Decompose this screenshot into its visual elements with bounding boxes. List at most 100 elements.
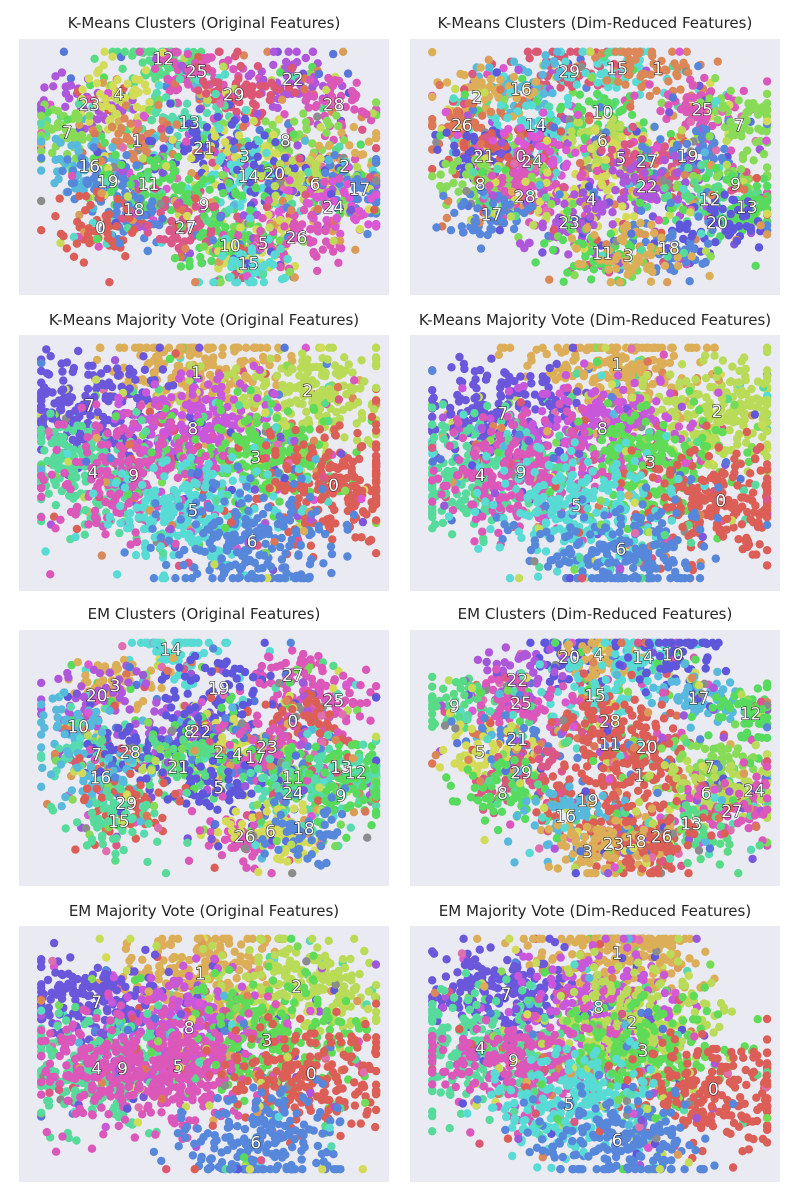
scatter-point [247,91,256,100]
scatter-point [541,59,551,68]
scatter-point [726,146,736,155]
scatter-point [156,199,165,209]
scatter-point [236,61,245,71]
scatter-point [259,356,268,365]
scatter-point [283,399,292,409]
scatter-point [646,277,656,286]
scatter-point [196,253,205,262]
cluster-label: 4 [113,85,124,105]
scatter-point [650,122,659,131]
scatter-point [143,246,152,255]
cluster-label: 14 [238,167,260,187]
cluster-label: 17 [481,206,503,226]
scatter-point [600,162,610,171]
scatter-point [593,78,602,87]
scatter-point [428,114,437,124]
scatter-point [276,159,285,169]
scatter-point [152,155,162,164]
scatter-point [57,386,66,395]
scatter-point [347,86,357,96]
scatter-point [637,70,647,79]
scatter-point [656,135,665,144]
scatter-point [712,164,721,173]
scatter-point [481,154,491,163]
scatter-point [49,82,58,91]
scatter-point [562,214,572,224]
scatter-point [299,109,308,118]
scatter-point [262,202,272,212]
scatter-point [722,160,731,170]
scatter-point [264,235,273,244]
scatter-point [120,47,130,56]
scatter-point [353,175,362,184]
scatter-point [111,150,120,160]
scatter-point [637,206,646,215]
scatter-point [591,126,600,135]
scatter-point [167,373,176,383]
scatter-point [265,360,274,370]
scatter-point [66,74,76,83]
scatter-point [67,393,77,402]
scatter-point [693,184,702,193]
scatter-point [253,109,262,119]
scatter-point [349,122,358,132]
scatter-point [251,343,261,352]
scatter-point [93,68,102,78]
scatter-point [57,68,67,77]
scatter-point [154,101,163,110]
scatter-point [198,205,207,214]
cluster-label: 3 [239,147,250,167]
scatter-point [328,81,338,91]
scatter-point [120,114,129,123]
scatter-point [313,112,322,121]
scatter-point [614,77,623,86]
scatter-point [183,49,193,59]
scatter-point [756,221,765,230]
scatter-point [366,116,376,125]
scatter-point [112,201,122,210]
scatter-point [37,105,46,115]
cluster-label: 4 [586,190,597,210]
scatter-point [547,158,556,167]
scatter-point [220,137,230,147]
scatter-point [591,53,600,62]
scatter-point [269,47,278,56]
scatter-point [247,276,256,285]
scatter-point [85,117,94,126]
scatter-point [637,82,646,92]
scatter-point [686,147,695,156]
scatter-point [126,180,135,189]
scatter-point [77,221,86,230]
scatter-point [202,123,212,132]
scatter-point [475,229,485,239]
scatter-point [620,193,629,203]
scatter-point [539,89,549,98]
scatter-point [640,168,649,177]
scatter-point [689,245,698,254]
scatter-point [313,227,323,236]
scatter-point [428,164,437,174]
scatter-point [541,193,551,202]
scatter-point [173,361,182,371]
scatter-point [318,245,327,254]
scatter-point [524,68,533,77]
scatter-point [289,130,298,139]
scatter-point [48,388,57,397]
scatter-point [67,178,77,188]
scatter-point [351,184,360,193]
scatter-point [567,234,577,243]
cluster-label: 15 [606,60,628,80]
scatter-point [122,205,131,214]
scatter-point [195,105,204,114]
scatter-point [710,138,719,148]
scatter-point [121,101,131,110]
scatter-point [125,136,135,145]
scatter-point [219,62,228,71]
scatter-point [303,168,313,177]
scatter-point [84,370,93,379]
scatter-point [261,117,270,126]
scatter-point [478,167,487,177]
scatter-point [98,78,108,87]
scatter-point [485,63,494,72]
